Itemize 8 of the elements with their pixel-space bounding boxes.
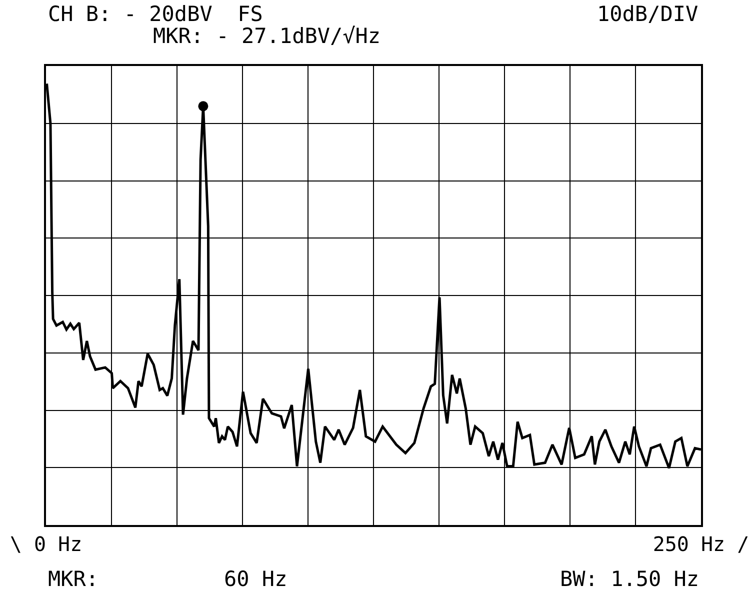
x-tick-label: \ 0 Hz [10,532,82,556]
text: MKR: [48,567,99,591]
text: CH B: - 20dBV FS [48,2,263,26]
text: 60 Hz [224,567,288,591]
text: MKR: - 27.1dBV/√Hz [153,24,381,48]
text: 10dB/DIV [597,2,698,26]
x-tick-label: 250 Hz / [652,532,750,556]
text: BW: 1.50 Hz [560,567,700,591]
